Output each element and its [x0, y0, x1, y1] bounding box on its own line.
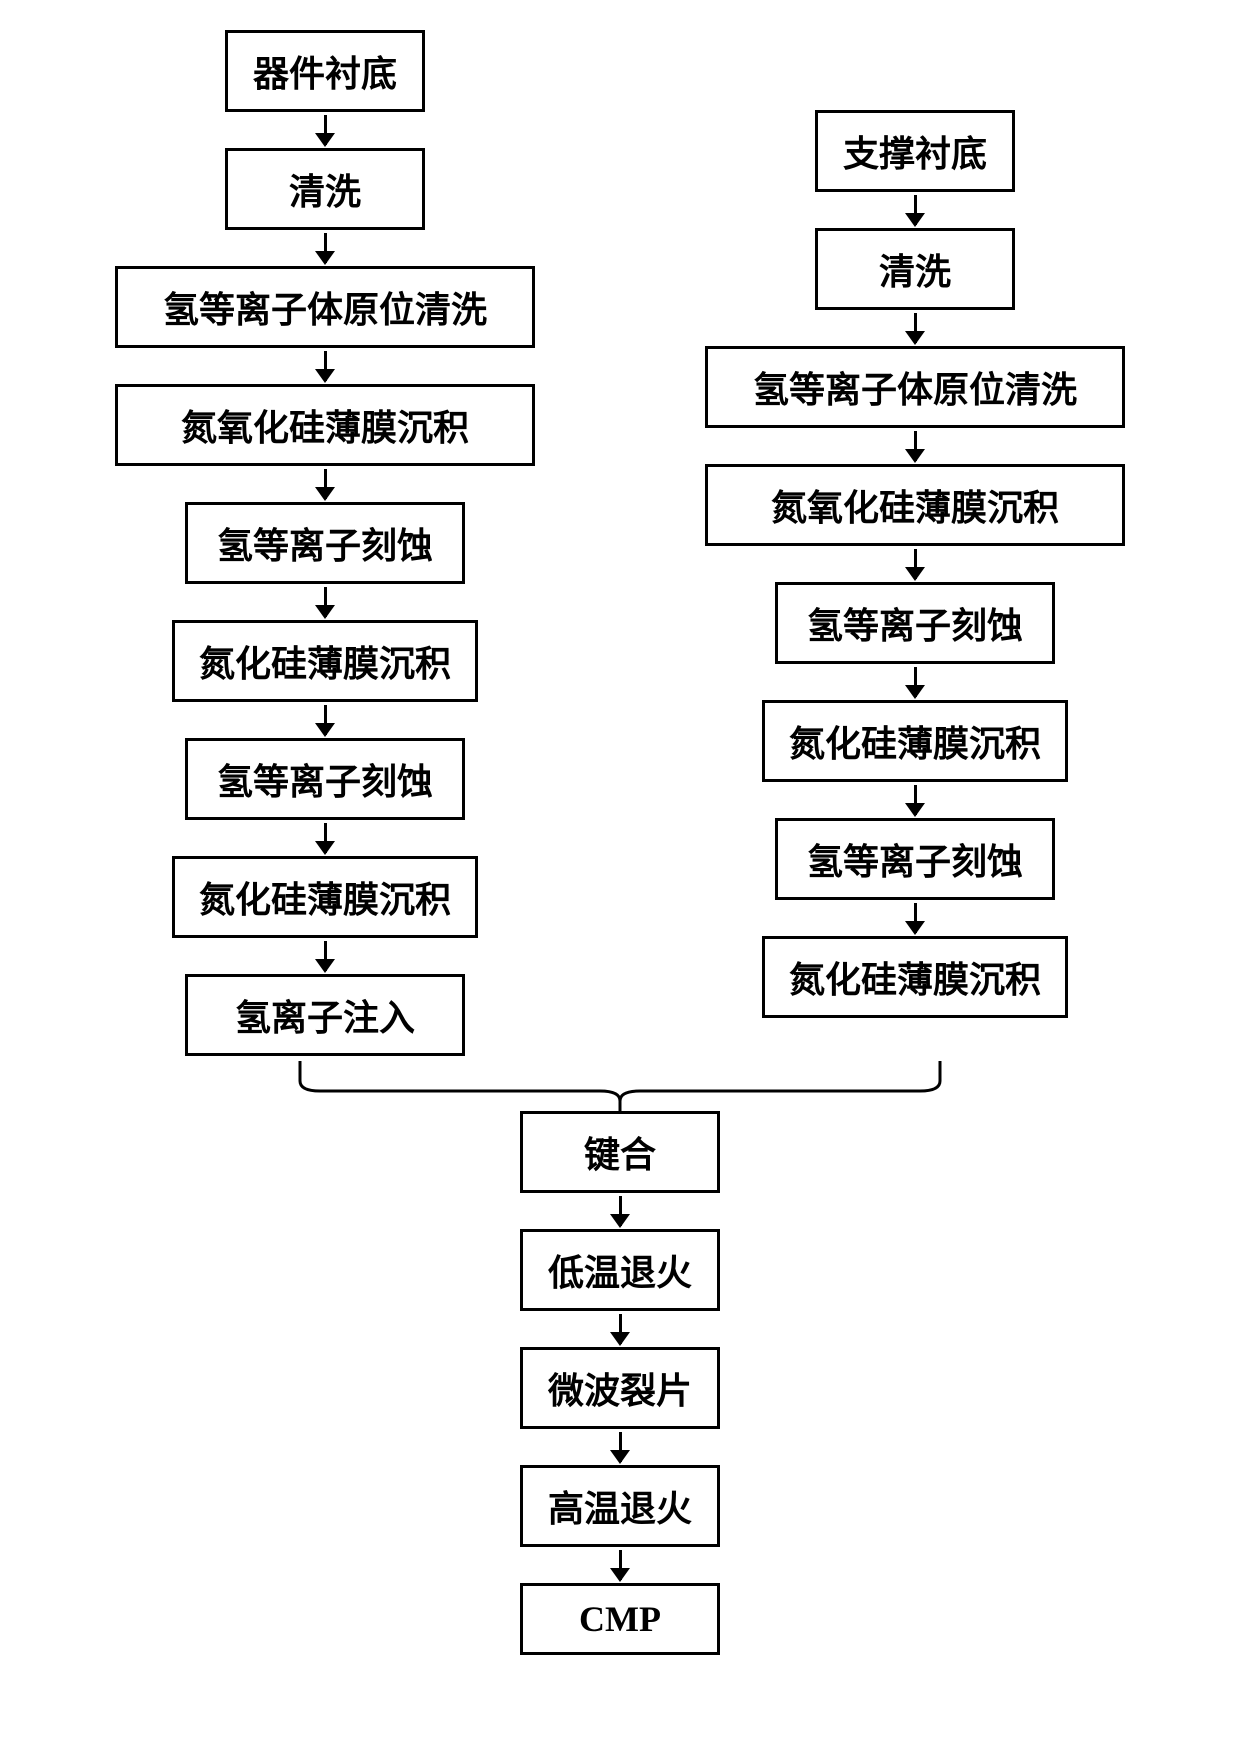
merged-branch: 键合 低温退火 微波裂片 高温退火 CMP	[520, 1111, 720, 1655]
right-step-5: 氮化硅薄膜沉积	[762, 700, 1068, 782]
left-step-6: 氢等离子刻蚀	[185, 738, 465, 820]
arrow	[324, 351, 327, 381]
arrow	[914, 195, 917, 225]
arrow	[324, 705, 327, 735]
left-branch: 器件衬底 清洗 氢等离子体原位清洗 氮氧化硅薄膜沉积 氢等离子刻蚀 氮化硅薄膜沉…	[60, 30, 590, 1056]
merged-step-3: 高温退火	[520, 1465, 720, 1547]
right-step-4: 氢等离子刻蚀	[775, 582, 1055, 664]
right-step-6: 氢等离子刻蚀	[775, 818, 1055, 900]
merged-step-0: 键合	[520, 1111, 720, 1193]
merged-step-2: 微波裂片	[520, 1347, 720, 1429]
arrow	[914, 785, 917, 815]
right-step-0: 支撑衬底	[815, 110, 1015, 192]
merge-section: 键合 低温退火 微波裂片 高温退火 CMP	[60, 1061, 1180, 1655]
right-branch: 支撑衬底 清洗 氢等离子体原位清洗 氮氧化硅薄膜沉积 氢等离子刻蚀 氮化硅薄膜沉…	[650, 110, 1180, 1056]
left-step-2: 氢等离子体原位清洗	[115, 266, 535, 348]
left-step-3: 氮氧化硅薄膜沉积	[115, 384, 535, 466]
arrow	[324, 823, 327, 853]
arrow	[324, 115, 327, 145]
arrow	[324, 587, 327, 617]
arrow	[619, 1314, 622, 1344]
arrow	[914, 431, 917, 461]
left-step-0: 器件衬底	[225, 30, 425, 112]
right-step-2: 氢等离子体原位清洗	[705, 346, 1125, 428]
arrow	[324, 233, 327, 263]
left-step-8: 氢离子注入	[185, 974, 465, 1056]
left-step-4: 氢等离子刻蚀	[185, 502, 465, 584]
right-step-3: 氮氧化硅薄膜沉积	[705, 464, 1125, 546]
left-step-1: 清洗	[225, 148, 425, 230]
arrow	[914, 667, 917, 697]
arrow	[914, 903, 917, 933]
arrow	[619, 1550, 622, 1580]
right-step-7: 氮化硅薄膜沉积	[762, 936, 1068, 1018]
arrow	[324, 469, 327, 499]
arrow	[324, 941, 327, 971]
merge-bracket-icon	[60, 1061, 1180, 1111]
arrow	[914, 549, 917, 579]
merged-step-4: CMP	[520, 1583, 720, 1655]
arrow	[619, 1196, 622, 1226]
left-step-7: 氮化硅薄膜沉积	[172, 856, 478, 938]
left-step-5: 氮化硅薄膜沉积	[172, 620, 478, 702]
flowchart-container: 器件衬底 清洗 氢等离子体原位清洗 氮氧化硅薄膜沉积 氢等离子刻蚀 氮化硅薄膜沉…	[60, 30, 1180, 1715]
right-step-1: 清洗	[815, 228, 1015, 310]
arrow	[914, 313, 917, 343]
parallel-branches: 器件衬底 清洗 氢等离子体原位清洗 氮氧化硅薄膜沉积 氢等离子刻蚀 氮化硅薄膜沉…	[60, 30, 1180, 1056]
merged-step-1: 低温退火	[520, 1229, 720, 1311]
merge-connector	[60, 1061, 1180, 1111]
arrow	[619, 1432, 622, 1462]
